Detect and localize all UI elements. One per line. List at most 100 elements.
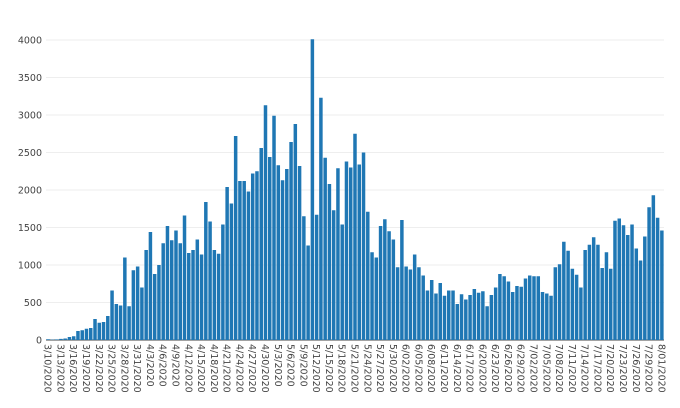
x-tick-label: 4/9/2020 (169, 344, 180, 387)
bar (455, 304, 460, 340)
bar (408, 269, 413, 340)
bar (106, 316, 110, 340)
x-tick-label: 7/17/2020 (591, 344, 602, 393)
y-tick-label: 500 (24, 298, 42, 309)
bar (310, 39, 315, 340)
bar (506, 281, 511, 340)
x-axis: 3/10/2020 3/13/2020 3/16/2020 3/19/2020 3/22… (42, 344, 667, 393)
bar (485, 306, 489, 340)
x-tick-label: 6/05/2020 (412, 344, 423, 393)
bar (263, 105, 268, 340)
bar (195, 239, 200, 340)
x-tick-label: 5/18/2020 (336, 344, 347, 393)
bar (519, 286, 523, 340)
bar (643, 236, 647, 340)
bar (174, 230, 178, 340)
bar (208, 221, 212, 340)
x-tick-label: 7/05/2020 (540, 344, 551, 393)
bar (660, 230, 664, 340)
x-tick-label: 4/21/2020 (221, 344, 232, 393)
bar (400, 220, 404, 340)
bar (212, 250, 217, 340)
bar (540, 292, 545, 340)
bar (152, 274, 157, 340)
bar (626, 235, 630, 340)
bar (464, 299, 468, 340)
bar (221, 224, 225, 340)
bar (54, 339, 59, 340)
bar (391, 239, 396, 340)
bar (169, 240, 174, 340)
bar (250, 173, 255, 340)
bar (319, 97, 323, 340)
x-tick-label: 6/29/2020 (515, 344, 526, 393)
bar (412, 254, 417, 340)
x-tick-label: 7/08/2020 (553, 344, 564, 393)
bar (510, 292, 515, 340)
x-tick-label: 5/6/2020 (285, 344, 296, 387)
bar (562, 241, 566, 340)
bar (191, 250, 195, 340)
bar (204, 202, 208, 340)
bar (344, 161, 349, 340)
bar (366, 211, 370, 340)
bars (46, 39, 664, 341)
bar (421, 275, 425, 340)
y-tick-label: 3500 (18, 73, 42, 84)
bar (331, 210, 336, 340)
bar (89, 328, 93, 340)
x-tick-label: 5/24/2020 (361, 344, 372, 393)
x-tick-label: 4/30/2020 (259, 344, 270, 393)
bar (574, 274, 579, 340)
bar (199, 254, 204, 340)
bar (336, 168, 340, 340)
x-tick-label: 8/01/2020 (655, 344, 666, 393)
x-tick-label: 5/21/2020 (349, 344, 360, 393)
bar (255, 171, 259, 340)
x-tick-label: 5/3/2020 (272, 344, 283, 387)
bar (302, 216, 306, 340)
bar (617, 218, 621, 340)
bar (545, 293, 549, 340)
bar (557, 264, 562, 340)
bar (233, 136, 238, 340)
x-tick-label: 3/10/2020 (42, 344, 53, 393)
bar (468, 295, 472, 340)
x-tick-label: 4/15/2020 (195, 344, 206, 393)
y-tick-label: 1000 (18, 261, 42, 272)
bar (268, 157, 272, 340)
bar (285, 169, 289, 340)
bar (225, 187, 229, 340)
bar (118, 305, 123, 340)
y-tick-label: 4000 (18, 36, 42, 47)
bar (127, 306, 131, 340)
bar (361, 152, 366, 340)
bar (67, 337, 72, 340)
y-tick-label: 2000 (18, 186, 42, 197)
bar (425, 290, 430, 340)
x-tick-label: 4/24/2020 (233, 344, 244, 393)
x-tick-label: 3/25/2020 (106, 344, 117, 393)
bar (306, 245, 310, 340)
bar (242, 181, 246, 340)
bar (498, 274, 502, 340)
bar (289, 142, 293, 340)
bar (148, 232, 153, 340)
bar (297, 166, 302, 340)
x-tick-label: 7/23/2020 (617, 344, 628, 393)
bar (63, 338, 67, 340)
bar (647, 207, 651, 340)
x-tick-label: 7/20/2020 (604, 344, 615, 393)
bar (404, 266, 408, 340)
bar (46, 339, 50, 340)
bar (515, 286, 519, 340)
bar (579, 287, 583, 340)
bar (570, 268, 575, 340)
bar (451, 290, 455, 340)
bar (502, 276, 506, 340)
bar (638, 260, 643, 340)
bar (374, 257, 379, 340)
x-tick-label: 4/12/2020 (182, 344, 193, 393)
bar (587, 244, 592, 340)
